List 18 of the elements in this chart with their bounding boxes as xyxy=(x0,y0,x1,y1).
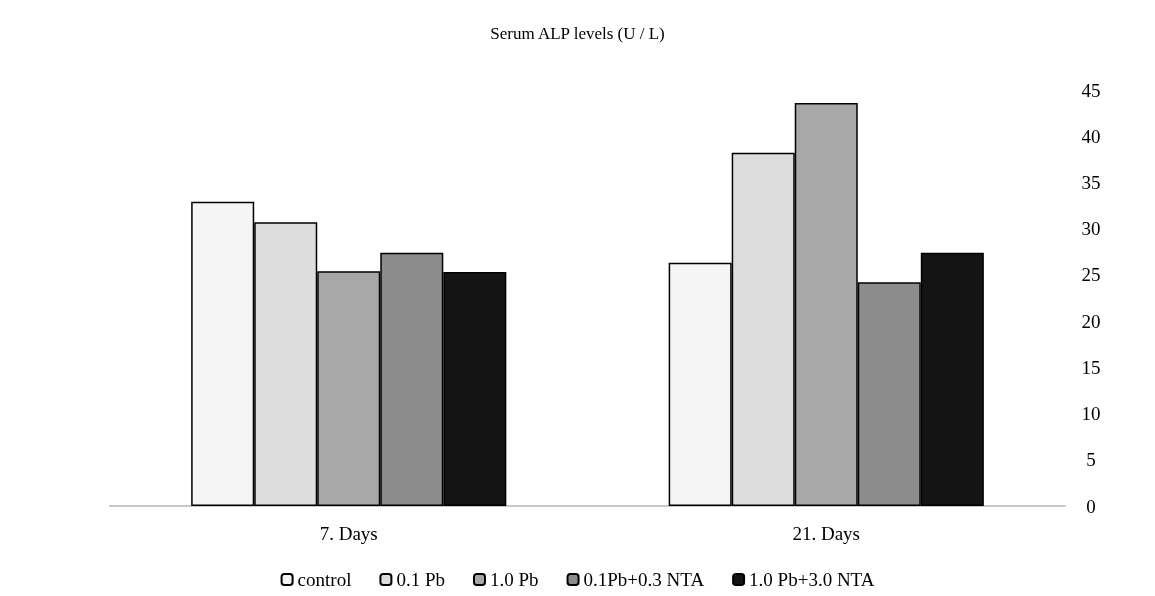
y-tick-label: 45 xyxy=(1081,79,1101,101)
y-tick-label: 25 xyxy=(1081,264,1101,286)
x-tick-label: 7. Days xyxy=(319,523,378,544)
y-tick-label: 15 xyxy=(1081,356,1101,378)
legend-label: 0.1Pb+0.3 NTA xyxy=(583,569,705,590)
legend-label: 1.0 Pb xyxy=(489,569,539,590)
chart-title: Serum ALP levels (U / L) xyxy=(490,24,665,43)
y-tick-label: 30 xyxy=(1081,218,1101,240)
y-tick-label: 35 xyxy=(1081,171,1101,193)
legend-label: 0.1 Pb xyxy=(396,569,445,590)
legend-label: control xyxy=(297,569,352,590)
x-tick-label: 21. Days xyxy=(792,523,861,544)
y-tick-label: 10 xyxy=(1081,403,1101,425)
legend-label: 1.0 Pb+3.0 NTA xyxy=(749,569,875,590)
y-tick-label: 20 xyxy=(1081,310,1101,332)
y-tick-label: 0 xyxy=(1086,495,1096,517)
y-tick-label: 5 xyxy=(1086,449,1096,471)
y-tick-label: 40 xyxy=(1081,125,1101,147)
